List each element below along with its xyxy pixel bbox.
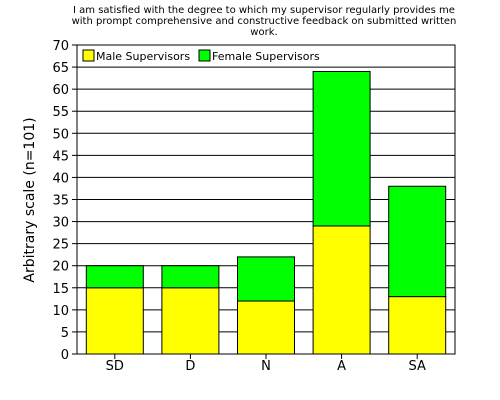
bar-male-a (312, 225, 371, 355)
bar-female-d (161, 265, 220, 289)
y-tick-label: 70 (52, 39, 69, 54)
legend-label: Female Supervisors (212, 50, 320, 63)
bar-male-sd (85, 287, 144, 355)
x-ticks: SD D N A SA (106, 354, 426, 374)
y-tick-label: 20 (52, 260, 69, 275)
y-tick-label: 25 (52, 238, 69, 253)
y-tick-label: 65 (52, 61, 69, 76)
y-tick-label: 15 (52, 282, 69, 297)
y-tick-label: 5 (61, 326, 69, 341)
y-tick-label: 45 (52, 149, 69, 164)
x-tick-label: A (337, 359, 346, 374)
bar-male-d (161, 287, 220, 355)
bar-female-sa (388, 185, 447, 298)
y-tick-label: 40 (52, 171, 69, 186)
legend: Male Supervisors Female Supervisors (82, 49, 320, 63)
y-tick-label: 55 (52, 105, 69, 120)
x-tick-label: N (261, 359, 271, 374)
y-ticks: 0 5 10 15 20 25 30 35 40 45 50 55 60 65 70 (52, 39, 77, 363)
x-tick-label: SA (409, 359, 426, 374)
bar-female-sd (85, 265, 144, 289)
bars (85, 70, 447, 355)
legend-swatch (198, 49, 211, 62)
x-tick-label: SD (106, 359, 124, 374)
bar-female-n (237, 256, 295, 302)
chart-title: I am satisfied with the degree to which … (72, 5, 457, 38)
legend-swatch (82, 49, 95, 62)
chart-title-line: work. (250, 27, 277, 38)
y-tick-label: 0 (61, 348, 69, 363)
x-tick-label: D (185, 359, 195, 374)
bar-female-a (312, 70, 371, 227)
y-tick-label: 50 (52, 127, 69, 142)
y-tick-label: 35 (52, 194, 69, 209)
y-tick-label: 60 (52, 83, 69, 98)
y-axis-label: Arbitrary scale (n=101) (22, 117, 38, 282)
bar-male-n (237, 300, 295, 355)
chart-title-line: I am satisfied with the degree to which … (73, 5, 455, 16)
legend-label: Male Supervisors (96, 50, 190, 63)
y-tick-label: 30 (52, 216, 69, 231)
chart-title-line: with prompt comprehensive and constructi… (72, 16, 457, 27)
bar-male-sa (388, 296, 447, 355)
y-tick-label: 10 (52, 304, 69, 319)
